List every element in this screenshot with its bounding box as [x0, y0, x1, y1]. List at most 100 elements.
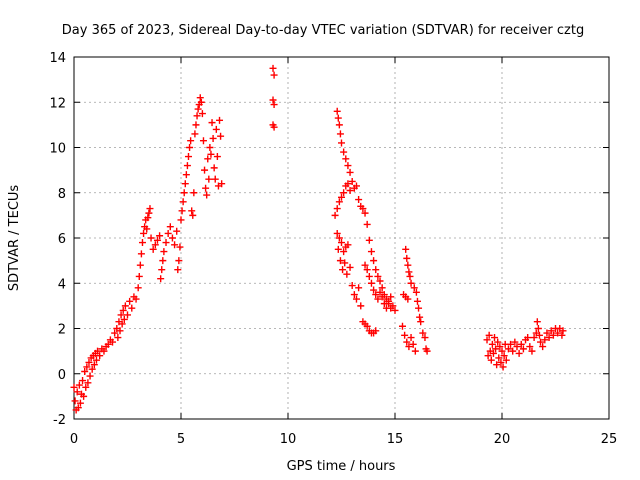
- data-point: [196, 94, 204, 102]
- data-point: [413, 297, 421, 305]
- data-point: [355, 196, 363, 204]
- x-tick-label: 10: [280, 432, 297, 447]
- data-point: [147, 234, 155, 242]
- data-point: [331, 211, 339, 219]
- data-point: [197, 98, 205, 106]
- data-point: [209, 134, 217, 142]
- data-point: [126, 297, 134, 305]
- data-point: [184, 153, 192, 161]
- data-point: [363, 266, 371, 274]
- data-point: [509, 347, 517, 355]
- data-point: [554, 329, 562, 337]
- data-point: [183, 162, 191, 170]
- data-point: [387, 293, 395, 301]
- data-point: [182, 171, 190, 179]
- data-point: [533, 318, 541, 326]
- data-point: [513, 343, 521, 351]
- data-point: [404, 261, 412, 269]
- data-point: [211, 175, 219, 183]
- data-point: [376, 277, 384, 285]
- data-point: [189, 211, 197, 219]
- data-point: [541, 336, 549, 344]
- data-point: [137, 250, 145, 258]
- data-point: [162, 239, 170, 247]
- data-point: [188, 207, 196, 215]
- data-point: [338, 239, 345, 247]
- data-point: [495, 354, 503, 362]
- data-point: [175, 257, 183, 265]
- x-tick-label: 0: [70, 432, 78, 447]
- data-point: [109, 338, 117, 346]
- data-point: [515, 349, 523, 357]
- data-point: [372, 327, 380, 335]
- data-point: [94, 347, 102, 355]
- data-point: [363, 322, 371, 330]
- y-tick-label: 12: [49, 96, 66, 111]
- data-point: [350, 291, 358, 299]
- data-point: [374, 272, 382, 280]
- data-point: [543, 329, 551, 337]
- data-point: [519, 345, 527, 353]
- data-point: [339, 266, 347, 274]
- data-point: [166, 223, 174, 231]
- data-point: [333, 205, 341, 213]
- data-point: [391, 306, 399, 314]
- data-point: [157, 275, 165, 283]
- data-point: [83, 363, 91, 371]
- data-point: [530, 334, 538, 342]
- data-point: [81, 367, 89, 375]
- data-point: [159, 257, 167, 265]
- data-point: [202, 184, 210, 192]
- data-point: [496, 343, 504, 351]
- data-point: [132, 295, 140, 303]
- data-point: [409, 340, 417, 348]
- y-tick-label: 14: [49, 51, 66, 66]
- data-point: [488, 340, 496, 348]
- chart-title: Day 365 of 2023, Sidereal Day-to-day VTE…: [62, 23, 584, 38]
- data-point: [79, 377, 87, 385]
- data-point: [146, 205, 154, 213]
- x-tick-label: 25: [601, 432, 618, 447]
- data-point: [504, 345, 512, 353]
- data-point: [194, 105, 202, 113]
- data-point: [417, 318, 425, 326]
- data-point: [534, 325, 542, 332]
- data-point: [352, 182, 360, 190]
- y-tick-label: -2: [53, 413, 66, 428]
- data-point: [76, 399, 84, 407]
- x-tick-label: 5: [177, 432, 185, 447]
- data-point: [208, 119, 216, 127]
- data-point: [483, 336, 491, 344]
- data-point: [367, 248, 375, 256]
- data-point: [119, 306, 127, 314]
- data-point: [348, 282, 356, 290]
- data-point: [334, 114, 342, 122]
- data-points: [70, 64, 567, 414]
- data-point: [340, 148, 348, 156]
- data-point: [116, 327, 124, 335]
- y-axis-label: SDTVAR / TECUs: [7, 185, 22, 292]
- data-point: [338, 193, 345, 201]
- data-point: [357, 302, 365, 310]
- data-point: [171, 241, 179, 249]
- data-point: [124, 311, 131, 319]
- data-point: [344, 180, 352, 188]
- data-point: [372, 291, 380, 299]
- data-point: [405, 343, 413, 351]
- data-point: [198, 110, 206, 118]
- data-point: [507, 340, 515, 348]
- data-point: [180, 189, 188, 197]
- data-point: [70, 383, 78, 391]
- data-point: [491, 334, 499, 342]
- data-point: [340, 189, 348, 197]
- data-point: [193, 112, 201, 120]
- data-point: [117, 311, 125, 319]
- data-point: [334, 245, 342, 253]
- data-point: [549, 331, 557, 339]
- data-point: [372, 266, 380, 274]
- data-point: [405, 268, 413, 276]
- data-point: [144, 214, 152, 222]
- data-point: [73, 388, 81, 396]
- data-point: [114, 334, 122, 342]
